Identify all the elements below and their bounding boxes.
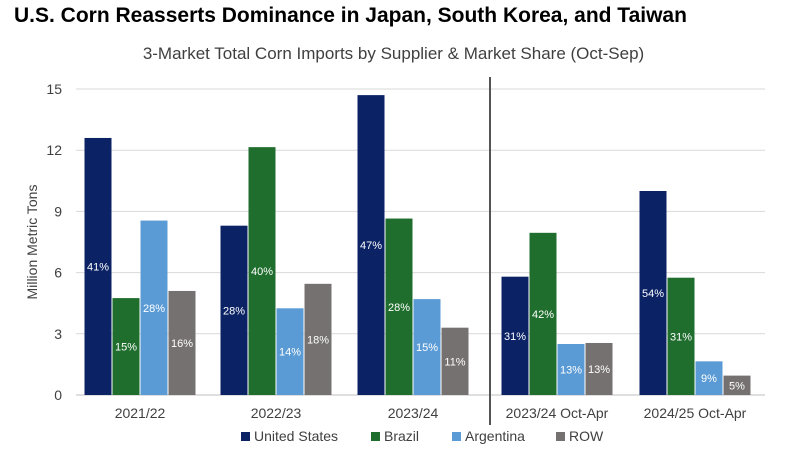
data-label: 13%: [588, 364, 610, 376]
data-label: 31%: [670, 331, 692, 343]
bar-united-states: [84, 137, 112, 395]
bar-argentina: [557, 344, 585, 395]
bar-argentina: [413, 299, 441, 395]
bar-brazil: [385, 218, 413, 395]
y-tick-label: 0: [54, 387, 62, 403]
data-label: 42%: [532, 309, 554, 321]
data-label: 28%: [223, 305, 245, 317]
y-tick-label: 15: [46, 81, 62, 97]
x-tick-label: 2024/25 Oct-Apr: [644, 405, 747, 421]
bar-brazil: [248, 147, 276, 395]
bar-brazil: [112, 298, 140, 395]
y-tick-label: 3: [54, 326, 62, 342]
legend-swatch: [241, 432, 250, 441]
legend-label: Brazil: [384, 428, 419, 444]
data-label: 5%: [729, 380, 745, 392]
bar-united-states: [220, 225, 248, 395]
chart-title: U.S. Corn Reasserts Dominance in Japan, …: [14, 4, 687, 27]
bar-row: [168, 290, 196, 395]
data-label: 28%: [143, 303, 165, 315]
data-label: 40%: [251, 266, 273, 278]
bar-argentina: [276, 308, 304, 395]
bar-argentina: [695, 361, 723, 395]
y-tick-label: 12: [46, 142, 62, 158]
bar-row: [585, 342, 613, 395]
bar-brazil: [667, 277, 695, 395]
data-label: 15%: [115, 342, 137, 354]
x-tick-label: 2023/24 Oct-Apr: [506, 405, 609, 421]
legend-swatch: [371, 432, 380, 441]
chart-subtitle: 3-Market Total Corn Imports by Supplier …: [142, 44, 645, 63]
x-tick-label: 2023/24: [388, 405, 439, 421]
bar-row: [441, 327, 469, 395]
data-label: 41%: [87, 261, 109, 273]
bar-brazil: [529, 232, 557, 395]
legend-label: United States: [254, 428, 338, 444]
legend-swatch: [452, 432, 461, 441]
data-label: 31%: [504, 331, 526, 343]
data-label: 28%: [388, 302, 410, 314]
bar-row: [723, 375, 751, 395]
data-label: 9%: [701, 373, 717, 385]
bar-united-states: [639, 191, 667, 395]
bar-argentina: [140, 220, 168, 395]
bar-united-states: [357, 95, 385, 396]
x-tick-label: 2022/23: [251, 405, 302, 421]
y-tick-label: 6: [54, 265, 62, 281]
y-axis-label: Million Metric Tons: [24, 185, 40, 300]
data-label: 14%: [279, 347, 301, 359]
x-tick-label: 2021/22: [115, 405, 166, 421]
data-label: 47%: [360, 240, 382, 252]
data-label: 15%: [416, 342, 438, 354]
legend-label: Argentina: [465, 428, 525, 444]
data-label: 18%: [307, 334, 329, 346]
data-label: 54%: [642, 288, 664, 300]
data-label: 11%: [444, 356, 465, 368]
legend-label: ROW: [569, 428, 604, 444]
y-tick-label: 9: [54, 203, 62, 219]
bar-united-states: [501, 276, 529, 395]
data-label: 13%: [560, 365, 582, 377]
data-label: 16%: [171, 338, 193, 350]
bar-row: [304, 283, 332, 395]
legend-swatch: [556, 432, 565, 441]
